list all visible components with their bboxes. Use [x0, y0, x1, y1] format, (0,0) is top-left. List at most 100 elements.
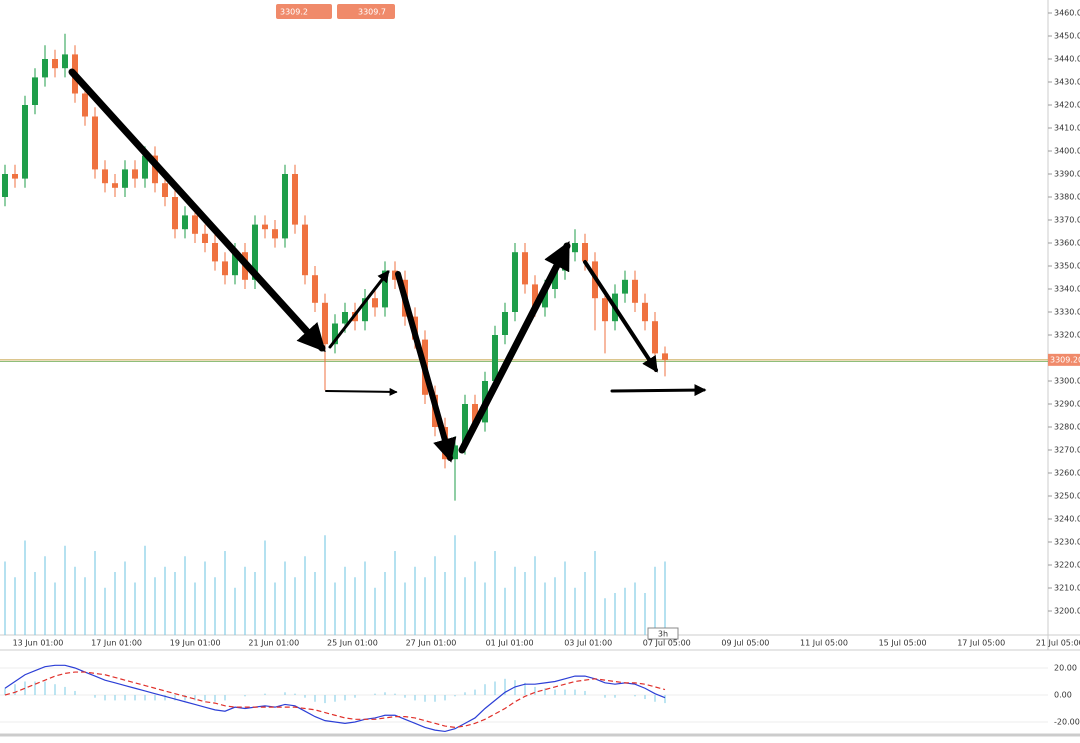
x-tick-label: 19 Jun 01:00 [170, 639, 221, 648]
candle-body [282, 174, 288, 239]
candle-body [192, 215, 198, 234]
y-tick-label: 3410.00 [1054, 124, 1080, 133]
candle-body [392, 270, 398, 280]
y-tick-label: 3420.00 [1054, 101, 1080, 110]
ask-price: 3309.7 [358, 8, 386, 17]
bid-box [276, 4, 332, 19]
candle-body [2, 174, 8, 197]
candle-body [362, 298, 368, 322]
candle-body [642, 302, 648, 322]
y-tick-label: 3450.00 [1054, 32, 1080, 41]
y-tick-label: 3370.00 [1054, 216, 1080, 225]
candle-body [342, 312, 348, 324]
candle-body [292, 174, 298, 225]
y-tick-label: 3280.00 [1054, 423, 1080, 432]
candle-body [552, 270, 558, 289]
candle-body [142, 155, 148, 179]
candle-body [322, 302, 328, 345]
candle-body [272, 229, 278, 239]
x-tick-label: 07 Jul 05:00 [643, 639, 691, 648]
candle-body [332, 323, 338, 345]
y-tick-label: 3460.00 [1054, 9, 1080, 18]
candle-body [102, 169, 108, 184]
x-tick-label: 17 Jul 05:00 [957, 639, 1005, 648]
y-tick-label: 3250.00 [1054, 492, 1080, 501]
candle-body [382, 270, 388, 308]
x-tick-label: 17 Jun 01:00 [91, 639, 142, 648]
x-tick-label: 03 Jul 01:00 [564, 639, 612, 648]
x-tick-label: 01 Jul 01:00 [486, 639, 534, 648]
annotations [68, 68, 707, 463]
x-tick-label: 21 Jun 01:00 [248, 639, 299, 648]
candle-body [12, 174, 18, 179]
candle-body [582, 243, 588, 262]
arrow [458, 241, 571, 454]
candle-body [162, 183, 168, 197]
arrow [395, 271, 457, 463]
timeframe-box [647, 627, 679, 640]
y-tick-label: 3220.00 [1054, 561, 1080, 570]
candle-body [92, 116, 98, 170]
macd-line [4, 664, 666, 733]
candle-body [662, 353, 668, 360]
candle-body [62, 54, 68, 69]
arrow [610, 384, 707, 397]
macd-tick-label: -20.00 [1054, 718, 1080, 727]
y-tick-label: 3330.00 [1054, 308, 1080, 317]
y-tick-label: 3390.00 [1054, 170, 1080, 179]
candle-body [172, 197, 178, 230]
y-tick-label: 3290.00 [1054, 400, 1080, 409]
candle-body [122, 169, 128, 188]
y-tick-label: 3340.00 [1054, 285, 1080, 294]
candle-body [512, 252, 518, 312]
last-price-label: 3309.20 [1050, 355, 1080, 364]
candle-body [572, 243, 578, 253]
y-tick-label: 3210.00 [1054, 584, 1080, 593]
x-tick-label: 25 Jun 01:00 [327, 639, 378, 648]
candle-body [52, 59, 58, 69]
candle-body [632, 279, 638, 303]
macd-tick-label: 0.00 [1054, 691, 1072, 700]
y-tick-label: 3440.00 [1054, 55, 1080, 64]
candle-body [652, 321, 658, 354]
candle-body [32, 77, 38, 105]
candle-body [492, 335, 498, 381]
candle-body [462, 404, 468, 446]
bid-price: 3309.2 [280, 8, 308, 17]
y-tick-label: 3260.00 [1054, 469, 1080, 478]
candle-body [302, 224, 308, 276]
candle-body [112, 183, 118, 188]
x-tick-label: 15 Jul 05:00 [879, 639, 927, 648]
candle-body [262, 224, 268, 230]
candle-body [452, 445, 458, 460]
candle-body [312, 275, 318, 303]
candle-body [502, 312, 508, 335]
bid-badge[interactable]: 3309.2 [276, 4, 332, 19]
y-tick-label: 3320.00 [1054, 331, 1080, 340]
candle-body [82, 93, 88, 117]
candle-body [202, 233, 208, 243]
candle-body [212, 243, 218, 262]
arrow [583, 260, 658, 373]
y-tick-label: 3400.00 [1054, 147, 1080, 156]
y-tick-label: 3270.00 [1054, 446, 1080, 455]
x-tick-label: 21 Jul 05:00 [1036, 639, 1080, 648]
ask-badge[interactable]: 3309.7 [337, 4, 395, 19]
x-tick-label: 27 Jun 01:00 [406, 639, 457, 648]
y-tick-label: 3200.00 [1054, 607, 1080, 616]
candle-body [182, 215, 188, 230]
candle-body [22, 105, 28, 179]
candle-body [222, 261, 228, 276]
y-tick-label: 3430.00 [1054, 78, 1080, 87]
candle-body [532, 284, 538, 308]
candle-body [622, 279, 628, 294]
candle-body [132, 169, 138, 179]
timeframe: 3h [658, 630, 668, 639]
x-tick-label: 13 Jun 01:00 [13, 639, 64, 648]
candle-body [232, 252, 238, 276]
candle-body [522, 252, 528, 285]
y-tick-label: 3380.00 [1054, 193, 1080, 202]
signal-line [4, 671, 666, 729]
